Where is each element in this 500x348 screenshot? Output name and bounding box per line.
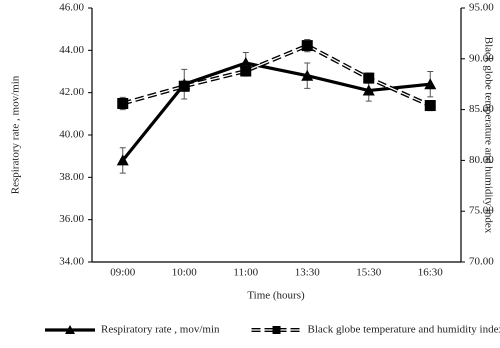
y-tick-label: 40.00 <box>59 129 84 141</box>
square-marker <box>363 72 375 84</box>
x-tick-label: 10:00 <box>172 267 198 279</box>
triangle-marker <box>424 78 437 90</box>
y2-axis-title: Black globe temperature and humidity ind… <box>482 37 494 234</box>
series-line <box>121 61 431 162</box>
y-tick-label: 46.00 <box>59 2 84 14</box>
legend-marker <box>272 326 281 334</box>
y2-tick-label: 90.00 <box>469 52 494 64</box>
square-marker <box>117 98 129 110</box>
y2-tick-label: 95.00 <box>469 2 494 14</box>
y-tick-label: 34.00 <box>59 256 84 268</box>
triangle-marker <box>362 84 375 96</box>
square-marker <box>178 80 190 92</box>
series-line <box>122 43 432 108</box>
legend-label: Respiratory rate , mov/min <box>101 324 220 336</box>
square-marker <box>240 65 252 77</box>
x-tick-label: 16:30 <box>418 267 444 279</box>
triangle-marker <box>239 57 252 69</box>
y2-tick-label: 75.00 <box>469 205 494 217</box>
triangle-marker <box>116 154 129 166</box>
y-tick-label: 38.00 <box>59 171 84 183</box>
legend-marker <box>65 325 75 334</box>
triangle-marker <box>301 69 314 81</box>
square-marker <box>424 100 436 112</box>
legend-label: Black globe temperature and humidity ind… <box>308 324 500 336</box>
y2-tick-label: 70.00 <box>469 256 494 268</box>
y-axis-title: Respiratory rate , mov/min <box>10 75 22 194</box>
y-tick-label: 36.00 <box>59 213 84 225</box>
y2-tick-label: 80.00 <box>469 154 494 166</box>
x-tick-label: 11:00 <box>233 267 258 279</box>
y-tick-label: 42.00 <box>59 86 84 98</box>
x-tick-label: 15:30 <box>356 267 382 279</box>
square-marker <box>301 40 313 52</box>
y2-tick-label: 85.00 <box>469 103 494 115</box>
y-tick-label: 44.00 <box>59 44 84 56</box>
x-tick-label: 09:00 <box>110 267 136 279</box>
x-axis-title: Time (hours) <box>247 290 305 302</box>
series-line-inner <box>122 44 431 107</box>
x-tick-label: 13:30 <box>295 267 321 279</box>
